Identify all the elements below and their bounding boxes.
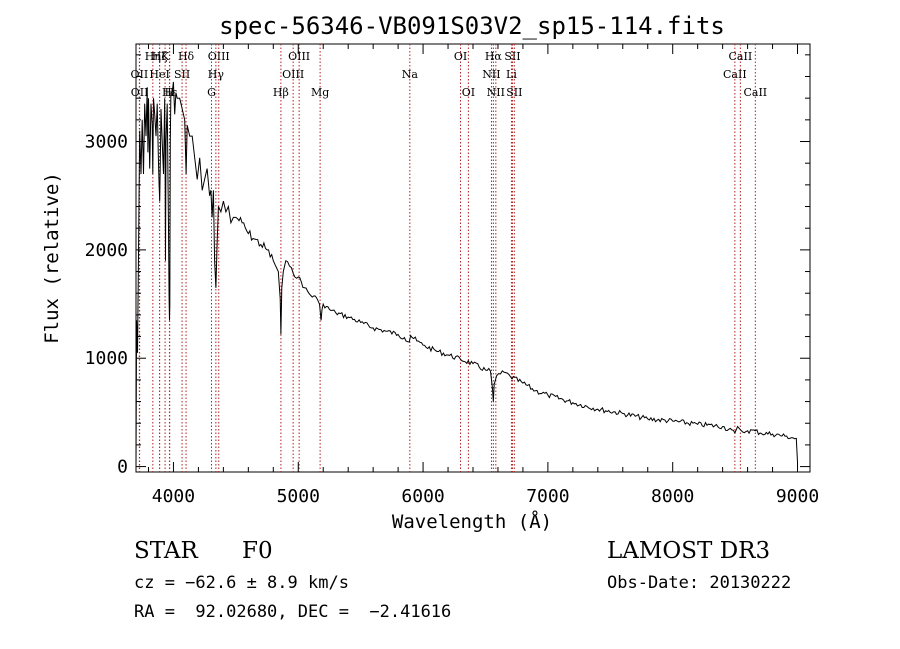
ra-dec-coordinates: RA = 92.02680, DEC = −2.41616 [134, 602, 452, 622]
line-label-28: CaII [743, 86, 767, 99]
x-tick-label: 4000 [152, 486, 195, 507]
line-label-21: NII [482, 68, 500, 81]
line-label-26: CaII [729, 50, 753, 63]
plot-frame [135, 43, 811, 473]
y-axis-ticks: 0 1000 2000 3000 [85, 54, 810, 478]
line-label-25: SII [506, 86, 522, 99]
line-label-23: SII [504, 50, 520, 63]
line-label-3: H [165, 86, 175, 99]
y-tick-label: 0 [117, 457, 128, 478]
chart-title: spec-56346-VB091S03V2_sp15-114.fits [219, 12, 725, 40]
line-label-17: Na [402, 68, 419, 81]
line-label-10: OIII [208, 50, 230, 63]
line-label-22: NII [487, 86, 505, 99]
x-axis-label: Wavelength (Å) [392, 510, 552, 533]
line-label-8: OII [131, 86, 149, 99]
x-tick-label: 5000 [277, 486, 320, 507]
line-label-20: Hα [485, 50, 503, 63]
line-label-18: OI [454, 50, 467, 63]
line-label-15: OIII [282, 68, 304, 81]
x-tick-label: 8000 [651, 486, 694, 507]
x-tick-label: 9000 [776, 486, 819, 507]
x-tick-label: 7000 [526, 486, 569, 507]
spectral-line-markers [138, 44, 756, 472]
survey-label: LAMOST DR3 [607, 538, 771, 564]
line-label-7: SII [174, 68, 190, 81]
line-label-5: OII [131, 68, 149, 81]
y-tick-label: 1000 [85, 348, 128, 369]
line-label-0: Hη [145, 50, 161, 63]
line-label-14: OIII [288, 50, 310, 63]
line-label-11: Hγ [208, 68, 225, 81]
line-label-2: K [161, 50, 170, 63]
line-label-16: Mg [311, 86, 329, 99]
x-axis-ticks: 4000 5000 6000 7000 8000 9000 [147, 44, 819, 507]
x-tick-label: 6000 [401, 486, 444, 507]
y-tick-label: 2000 [85, 240, 128, 261]
line-label-4: Hδ [178, 50, 195, 63]
line-label-19: OI [462, 86, 475, 99]
object-class: STAR [134, 538, 198, 564]
redshift-velocity: cz = −62.6 ± 8.9 km/s [134, 573, 349, 593]
line-label-13: Hβ [273, 86, 289, 99]
line-label-27: CaII [723, 68, 747, 81]
y-tick-label: 3000 [85, 132, 128, 153]
spectrum-line [135, 81, 798, 467]
line-label-12: G [207, 86, 216, 99]
object-subclass: F0 [242, 538, 273, 564]
line-label-6: HeI [149, 68, 169, 81]
observation-date: Obs-Date: 20130222 [607, 573, 792, 593]
line-label-24: Li [506, 68, 517, 81]
line-label-1: Hζ [152, 50, 168, 63]
y-axis-label: Flux (relative) [41, 172, 63, 344]
